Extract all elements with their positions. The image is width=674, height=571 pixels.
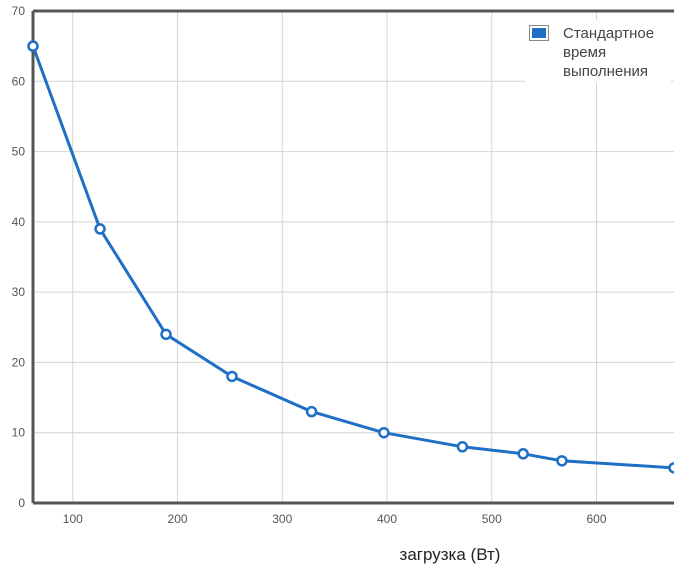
data-point xyxy=(517,448,529,460)
legend-swatch xyxy=(529,25,549,41)
x-tick-label: 600 xyxy=(586,512,606,526)
data-point xyxy=(226,370,238,383)
data-point xyxy=(556,455,568,467)
legend-swatch-fill xyxy=(532,28,546,38)
data-point xyxy=(160,328,172,341)
data-point xyxy=(378,426,390,439)
y-tick-label: 40 xyxy=(12,215,26,229)
legend: Стандартное время выполнения xyxy=(525,20,671,83)
series-layer xyxy=(27,40,674,474)
y-tick-label: 0 xyxy=(18,496,25,510)
data-point xyxy=(305,405,318,418)
y-axis-ticks: 0 10 20 30 40 50 60 70 xyxy=(12,4,26,510)
legend-label: Стандартное время выполнения xyxy=(563,25,655,80)
data-point xyxy=(456,441,469,453)
y-tick-label: 70 xyxy=(12,4,26,18)
x-axis-ticks: 100 200 300 400 500 600 xyxy=(63,512,607,526)
data-point xyxy=(668,462,674,474)
y-tick-label: 10 xyxy=(12,426,26,440)
x-axis-title: загрузка (Вт) xyxy=(400,545,501,564)
y-tick-label: 60 xyxy=(12,74,26,88)
y-tick-label: 30 xyxy=(12,285,26,299)
data-point xyxy=(27,40,39,52)
x-tick-label: 500 xyxy=(482,512,502,526)
x-tick-label: 100 xyxy=(63,512,83,526)
y-tick-label: 20 xyxy=(12,355,26,369)
plot-frame xyxy=(31,9,674,505)
x-tick-label: 300 xyxy=(272,512,292,526)
x-tick-label: 200 xyxy=(168,512,188,526)
x-tick-label: 400 xyxy=(377,512,397,526)
y-tick-label: 50 xyxy=(12,145,26,159)
series-line xyxy=(31,45,674,470)
grid xyxy=(33,11,674,503)
data-point xyxy=(94,223,106,235)
